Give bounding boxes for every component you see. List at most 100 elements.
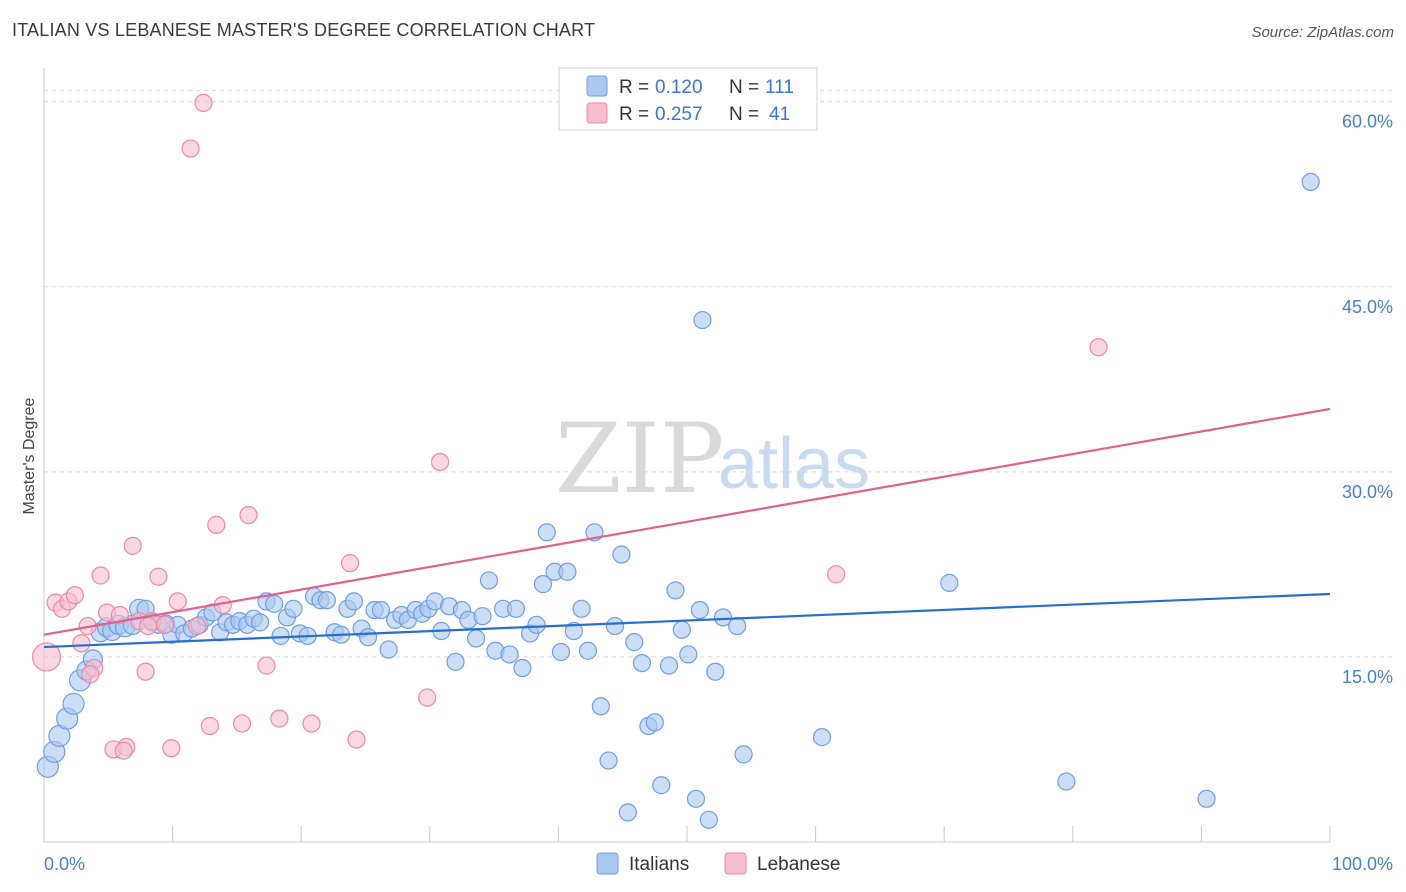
watermark-atlas: atlas: [718, 424, 870, 504]
lebanese-point-30: [270, 709, 289, 728]
lebanese-point-11: [110, 605, 129, 625]
lebanese-point-39: [81, 665, 100, 684]
italians-point-95: [672, 620, 691, 639]
legend-lebanese-r-value: 0.257: [655, 104, 703, 125]
y-tick-label-15: 15.0%: [1342, 667, 1393, 687]
italians-point-46: [344, 592, 364, 611]
watermark: ZIP atlas: [555, 403, 870, 515]
lebanese-point-18: [155, 615, 174, 634]
italians-point-73: [527, 615, 546, 634]
italians-point-48: [358, 628, 378, 647]
lebanese-point-34: [418, 688, 437, 707]
lebanese-point-38: [114, 741, 133, 760]
legend-lebanese-r-label: R =: [619, 104, 649, 125]
italians-point-34: [265, 594, 284, 613]
legend-lebanese-n-value: 41: [769, 104, 790, 125]
italians-point-80: [572, 599, 591, 618]
lebanese-point-24: [200, 716, 219, 736]
italians-point-71: [513, 658, 532, 678]
bottom-legend-italians-label: Italians: [629, 854, 689, 875]
italians-point-99: [699, 810, 718, 829]
italians-point-74: [533, 575, 553, 594]
lebanese-point-31: [302, 714, 321, 733]
italians-trend-line: [43, 592, 1331, 649]
italians-point-89: [632, 653, 652, 673]
italians-point-102: [728, 616, 747, 636]
bottom-legend-italians-swatch: [596, 852, 619, 875]
lebanese-series: [31, 93, 1108, 760]
italians-point-101: [713, 608, 733, 627]
italians-point-93: [659, 656, 679, 675]
x-ticks: [172, 826, 1331, 842]
italians-point-78: [558, 562, 577, 581]
italians-point-92: [652, 776, 671, 795]
italians-point-70: [506, 599, 526, 618]
italians-point-87: [618, 803, 637, 822]
y-axis-title: Master's Degree: [21, 397, 38, 514]
lebanese-point-22: [187, 616, 207, 636]
x-tick-label-min: 0.0%: [44, 854, 85, 874]
bottom-legend-lebanese-label: Lebanese: [757, 854, 840, 875]
italians-point-50: [371, 600, 391, 620]
legend-italians-n-label: N =: [729, 77, 759, 98]
y-tick-label-30: 30.0%: [1342, 482, 1393, 502]
lebanese-point-35: [430, 452, 450, 472]
lebanese-point-0: [31, 642, 62, 672]
italians-point-105: [940, 573, 959, 592]
italians-point-66: [479, 571, 499, 590]
legend-italians-r-label: R =: [619, 77, 649, 98]
lebanese-point-21: [181, 139, 200, 158]
italians-point-64: [466, 629, 486, 648]
trend-lines: [43, 407, 1331, 649]
lebanese-point-8: [91, 566, 110, 585]
lebanese-point-33: [347, 730, 366, 749]
lebanese-point-13: [123, 536, 142, 555]
lebanese-point-36: [827, 565, 846, 584]
watermark-zip: ZIP: [555, 403, 724, 515]
italians-point-79: [564, 621, 583, 641]
chart-title: ITALIAN VS LEBANESE MASTER'S DEGREE CORR…: [12, 20, 596, 40]
italians-point-108: [1301, 172, 1320, 191]
italians-point-107: [1197, 789, 1216, 808]
italians-point-61: [446, 652, 465, 671]
italians-point-37: [284, 599, 303, 618]
legend-lebanese-swatch: [586, 102, 608, 124]
lebanese-point-40: [139, 616, 158, 636]
italians-point-100: [706, 662, 725, 681]
italians-point-86: [612, 545, 631, 564]
lebanese-point-37: [1089, 338, 1108, 357]
bottom-legend: Italians Lebanese: [596, 852, 840, 875]
italians-point-104: [812, 728, 832, 747]
gridlines: [44, 90, 1393, 658]
y-tick-labels: 15.0% 30.0% 45.0% 60.0%: [1342, 112, 1393, 687]
legend-italians-swatch: [586, 75, 608, 97]
lebanese-point-32: [340, 554, 360, 573]
source-credit: Source: ZipAtlas.com: [1251, 24, 1394, 41]
italians-point-83: [591, 697, 610, 716]
legend-italians-r-value: 0.120: [655, 77, 703, 98]
lebanese-point-15: [136, 662, 155, 681]
italians-point-88: [625, 633, 644, 652]
italians-point-85: [605, 616, 625, 636]
legend-box: R = 0.120 N = 111 R = 0.257 N = 41: [558, 67, 818, 131]
italians-point-32: [250, 613, 270, 632]
legend-lebanese-n-label: N =: [729, 104, 759, 125]
lebanese-point-19: [162, 739, 181, 758]
italians-point-69: [500, 645, 519, 664]
lebanese-point-28: [239, 505, 258, 525]
legend-italians-n-value: 111: [765, 77, 794, 98]
italians-point-106: [1057, 772, 1076, 791]
y-tick-label-60: 60.0%: [1342, 112, 1393, 132]
bottom-legend-lebanese-swatch: [724, 852, 747, 875]
lebanese-point-29: [257, 656, 276, 675]
lebanese-point-5: [72, 634, 91, 653]
x-tick-label-max: 100.0%: [1332, 854, 1393, 874]
lebanese-point-23: [194, 93, 213, 113]
lebanese-point-4: [65, 586, 84, 605]
italians-point-98: [693, 310, 712, 330]
italians-point-75: [537, 523, 556, 542]
italians-point-42: [317, 591, 337, 610]
italians-point-103: [734, 745, 753, 764]
italians-point-96: [679, 645, 698, 664]
